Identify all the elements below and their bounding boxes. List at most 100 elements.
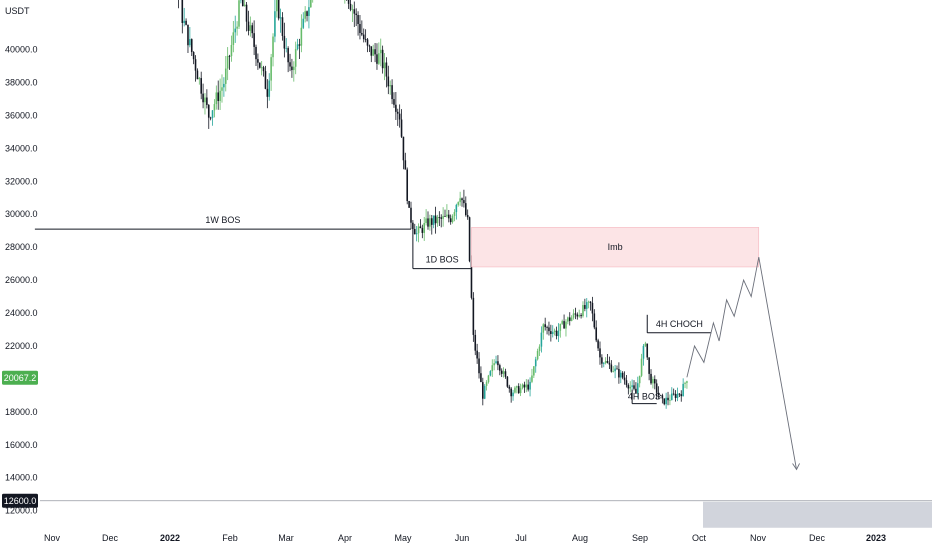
candle <box>438 211 441 226</box>
candle <box>480 366 482 383</box>
candle-body <box>224 68 227 84</box>
candle-body <box>470 261 473 298</box>
candle-body <box>381 49 384 69</box>
candle <box>370 46 373 63</box>
candle-body <box>489 371 492 376</box>
price-tick-label: 28000.0 <box>5 242 38 252</box>
candle-body <box>194 59 197 71</box>
candle-body <box>497 361 499 366</box>
candle <box>678 393 681 398</box>
candle-body <box>283 35 286 49</box>
candle <box>650 369 652 385</box>
candle-body <box>430 218 433 225</box>
candle-body <box>604 361 607 364</box>
candle <box>264 65 267 90</box>
time-tick-label: Dec <box>102 533 119 543</box>
candle-body <box>251 25 254 34</box>
candle-body <box>654 379 656 384</box>
candle-body <box>406 169 409 202</box>
candle <box>574 307 577 320</box>
candle <box>627 383 630 395</box>
candle <box>425 209 427 226</box>
candle <box>404 152 407 170</box>
price-tick-label: 22000.0 <box>5 341 38 351</box>
candle-body <box>447 214 450 219</box>
candle <box>366 37 369 53</box>
candle-body <box>185 20 187 25</box>
candle-body <box>619 372 622 378</box>
price-tick-label: 38000.0 <box>5 78 38 88</box>
candle-body <box>487 375 490 383</box>
candle-body <box>542 324 545 333</box>
time-axis[interactable]: Nov Dec 2022 Feb Mar Apr May Jun Jul Aug Sep Oct Nov… <box>44 533 886 543</box>
candle <box>293 61 295 82</box>
candle-body <box>234 28 237 33</box>
candle <box>521 383 524 390</box>
candle-body <box>446 214 448 217</box>
candle-body <box>512 392 514 397</box>
time-tick-label: May <box>394 533 412 543</box>
candle-body <box>304 11 306 19</box>
candle-body <box>308 7 310 17</box>
candle <box>385 57 388 88</box>
imbalance-zone[interactable] <box>471 227 760 268</box>
candle-body <box>671 393 673 400</box>
candle <box>529 377 531 397</box>
price-axis[interactable]: 40000.0 38000.0 36000.0 34000.0 32000.0 30000… <box>5 45 38 516</box>
candle-body <box>612 371 615 372</box>
candle <box>347 0 350 9</box>
candle-body <box>525 384 528 388</box>
time-tick-label: Dec <box>809 533 826 543</box>
candle-body <box>258 62 261 68</box>
candle-body <box>349 3 352 10</box>
candle-body <box>209 117 212 119</box>
candle <box>474 329 477 356</box>
candle <box>300 14 303 53</box>
candle-body <box>534 359 537 367</box>
marked-level-badge <box>2 493 38 508</box>
candle-body <box>421 228 424 233</box>
candle-body <box>578 314 580 317</box>
candle <box>567 316 569 325</box>
candle <box>661 393 664 404</box>
candle <box>563 314 565 329</box>
candle <box>344 0 346 4</box>
drawing-annotations[interactable]: Imb 1W BOS 1D BOS 4H CHOCH 4H BOS <box>34 215 800 471</box>
projection-path[interactable] <box>686 257 797 470</box>
candle <box>555 326 558 340</box>
candle <box>593 309 596 330</box>
candle <box>423 216 426 241</box>
price-tick-label: 40000.0 <box>5 45 38 55</box>
time-tick-label: Oct <box>692 533 707 543</box>
candle <box>506 375 509 388</box>
candle-body <box>206 97 208 105</box>
candle-body <box>618 368 620 378</box>
candle-body <box>432 215 435 225</box>
candle-body <box>276 0 278 12</box>
candle-body <box>204 97 206 103</box>
candle <box>523 381 526 393</box>
candle <box>217 80 220 110</box>
candle <box>449 214 452 225</box>
candle-body <box>281 17 284 36</box>
candle-body <box>553 330 556 332</box>
candle-body <box>644 343 647 346</box>
choch-4h-label: 4H CHOCH <box>656 319 703 329</box>
candle-body <box>423 223 426 233</box>
candle <box>640 353 643 378</box>
candle <box>283 22 286 58</box>
candle <box>671 387 673 401</box>
candle <box>599 341 601 365</box>
candle <box>196 68 199 80</box>
candle <box>667 391 669 406</box>
candle-body <box>219 90 221 102</box>
candle-body <box>500 370 503 374</box>
candle <box>245 1 248 32</box>
candle-body <box>495 361 497 364</box>
candle <box>485 380 488 391</box>
price-tick-label: 32000.0 <box>5 176 38 186</box>
candle <box>402 136 405 170</box>
candle <box>654 375 656 390</box>
candle <box>346 0 348 1</box>
